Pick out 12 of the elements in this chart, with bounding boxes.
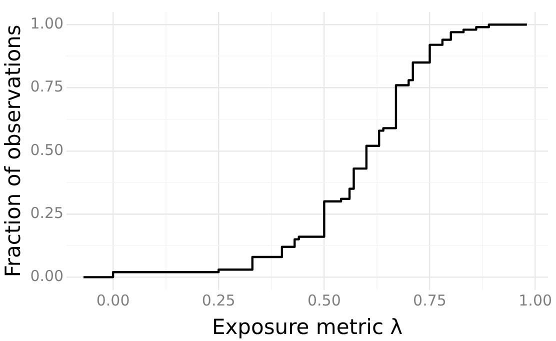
x-axis-title: Exposure metric λ <box>212 314 403 339</box>
x-tick-label: 0.75 <box>413 292 446 310</box>
x-tick-label: 0.25 <box>202 292 236 310</box>
y-tick-label: 0.75 <box>30 78 64 96</box>
y-tick-label: 0.00 <box>30 267 64 286</box>
y-tick-label: 0.25 <box>30 204 64 222</box>
y-axis-title: Fraction of observations <box>1 24 26 278</box>
x-tick-label: 0.50 <box>307 292 341 310</box>
x-tick-label: 0.00 <box>96 292 130 310</box>
y-tick-label: 1.00 <box>30 14 64 33</box>
y-tick-label: 0.50 <box>30 140 64 159</box>
x-tick-label: 1.00 <box>518 292 552 310</box>
